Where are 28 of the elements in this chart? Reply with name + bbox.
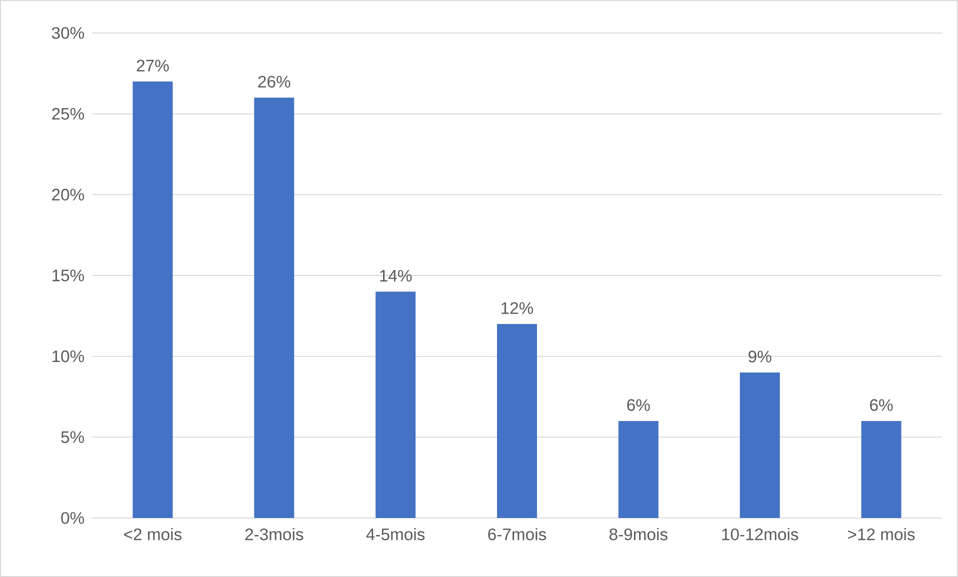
data-label: 27% — [136, 60, 169, 72]
x-tick-label: 2-3mois — [245, 528, 304, 540]
y-tick-label: 0% — [61, 512, 84, 524]
data-label: 12% — [502, 302, 534, 314]
x-tick-label: 6-7mois — [488, 528, 546, 540]
y-tick-label: 15% — [52, 270, 84, 282]
y-tick-label: 5% — [61, 431, 84, 444]
x-tick-label: <2 mois — [124, 528, 182, 540]
y-tick-label: 20% — [52, 188, 84, 201]
y-tick-label: 30% — [52, 27, 84, 39]
x-tick-label: >12 mois — [848, 528, 915, 540]
bar — [132, 81, 173, 518]
bar — [740, 372, 780, 518]
x-tick-label: 10-12mois — [722, 528, 798, 540]
x-tick-label: 8-9mois — [610, 528, 668, 540]
bar — [861, 420, 902, 518]
bar — [376, 292, 416, 518]
data-label: 14% — [380, 270, 412, 282]
data-label: 6% — [627, 399, 650, 411]
y-tick-label: 25% — [52, 108, 84, 120]
x-tick-label: 4-5mois — [366, 528, 425, 540]
data-label: 6% — [870, 399, 893, 411]
y-tick-label: 10% — [52, 350, 84, 362]
bar — [618, 420, 658, 518]
data-label: 9% — [748, 350, 772, 362]
data-label: 26% — [258, 76, 290, 88]
bar — [497, 324, 537, 518]
bar — [254, 98, 294, 518]
